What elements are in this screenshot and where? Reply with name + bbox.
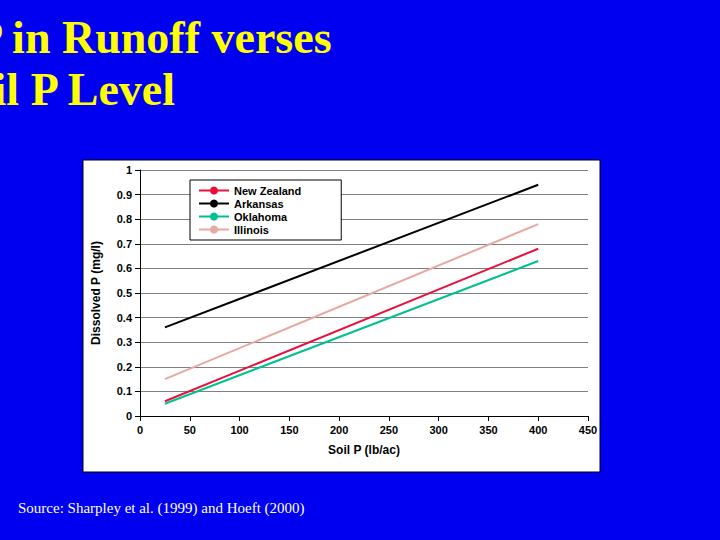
svg-text:Illinois: Illinois: [234, 224, 269, 236]
svg-text:0: 0: [126, 410, 132, 422]
svg-text:0.6: 0.6: [117, 262, 132, 274]
svg-text:150: 150: [280, 424, 298, 436]
svg-text:450: 450: [579, 424, 597, 436]
svg-text:1: 1: [126, 164, 132, 176]
svg-text:0.3: 0.3: [117, 336, 132, 348]
svg-text:Oklahoma: Oklahoma: [234, 211, 288, 223]
svg-text:0.1: 0.1: [117, 385, 132, 397]
svg-text:0: 0: [137, 424, 143, 436]
svg-text:New Zealand: New Zealand: [234, 185, 301, 197]
svg-text:Soil P (lb/ac): Soil P (lb/ac): [328, 443, 400, 457]
svg-text:50: 50: [184, 424, 196, 436]
svg-text:Dissolved P in Runoff verses: Dissolved P in Runoff verses: [0, 12, 343, 63]
svg-text:400: 400: [529, 424, 547, 436]
svg-text:Source: Sharpley et al. (1999): Source: Sharpley et al. (1999) and Hoeft…: [18, 500, 305, 517]
svg-text:200: 200: [330, 424, 348, 436]
svg-text:0.2: 0.2: [117, 361, 132, 373]
svg-text:100: 100: [230, 424, 248, 436]
svg-text:Arkansas: Arkansas: [234, 198, 284, 210]
svg-text:Dissolved P (mg/l): Dissolved P (mg/l): [89, 241, 103, 345]
svg-text:Soil P Level: Soil P Level: [0, 64, 175, 115]
svg-text:350: 350: [479, 424, 497, 436]
svg-text:0.4: 0.4: [117, 312, 133, 324]
svg-text:250: 250: [380, 424, 398, 436]
svg-text:0.9: 0.9: [117, 189, 132, 201]
svg-text:300: 300: [429, 424, 447, 436]
svg-text:0.8: 0.8: [117, 213, 132, 225]
svg-text:0.5: 0.5: [117, 287, 132, 299]
svg-text:0.7: 0.7: [117, 238, 132, 250]
